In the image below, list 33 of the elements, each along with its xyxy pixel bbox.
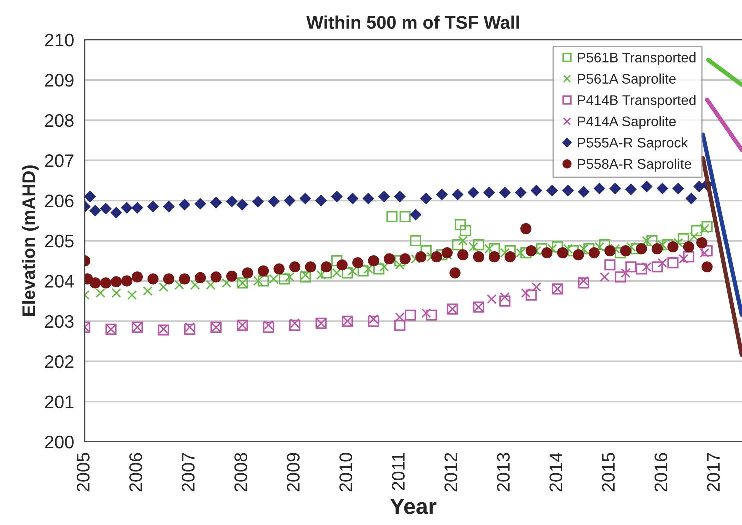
x-tick-label: 2011 (392, 453, 405, 490)
y-tick-label: 206 (45, 194, 74, 208)
x-tick-label: 2009 (287, 453, 300, 492)
x-tick-label: 2007 (182, 453, 195, 492)
y-axis-title: Elevation (mAHD) (22, 166, 39, 316)
x-tick-label: 2010 (340, 453, 352, 492)
x-tick-label: 2017 (707, 453, 720, 492)
y-tick-label: 209 (45, 74, 74, 87)
x-tick-label: 2008 (234, 453, 248, 492)
legend-label: P561A Saprolite (578, 74, 676, 87)
x-tick-label: 2006 (130, 453, 142, 492)
y-tick-label: 200 (45, 436, 74, 449)
legend-label: P414B Transported (578, 95, 696, 108)
y-tick-label: 204 (45, 275, 74, 288)
y-tick-label: 201 (45, 396, 74, 409)
y-tick-label: 210 (45, 34, 74, 47)
x-axis-title: Year (390, 498, 437, 514)
legend-label: P558A-R Saprolite (578, 158, 692, 172)
x-tick-label: 2005 (77, 453, 90, 492)
x-tick-label: 2013 (497, 453, 510, 492)
chart-title: Within 500 m of TSF Wall (306, 16, 520, 30)
y-tick-label: 202 (45, 356, 74, 368)
x-tick-label: 2014 (550, 452, 563, 492)
y-tick-label: 205 (45, 234, 74, 248)
y-tick-label: 207 (45, 154, 74, 168)
legend-label: P414A Saprolite (578, 116, 676, 130)
y-tick-label: 203 (45, 315, 74, 328)
y-tick-label: 208 (45, 114, 74, 128)
x-tick-label: 2015 (602, 453, 616, 492)
legend-label: P561B Transported (578, 52, 696, 66)
legend-label: P555A-R Saprock (578, 138, 688, 151)
x-tick-label: 2016 (654, 453, 668, 492)
x-tick-label: 2012 (444, 453, 458, 492)
